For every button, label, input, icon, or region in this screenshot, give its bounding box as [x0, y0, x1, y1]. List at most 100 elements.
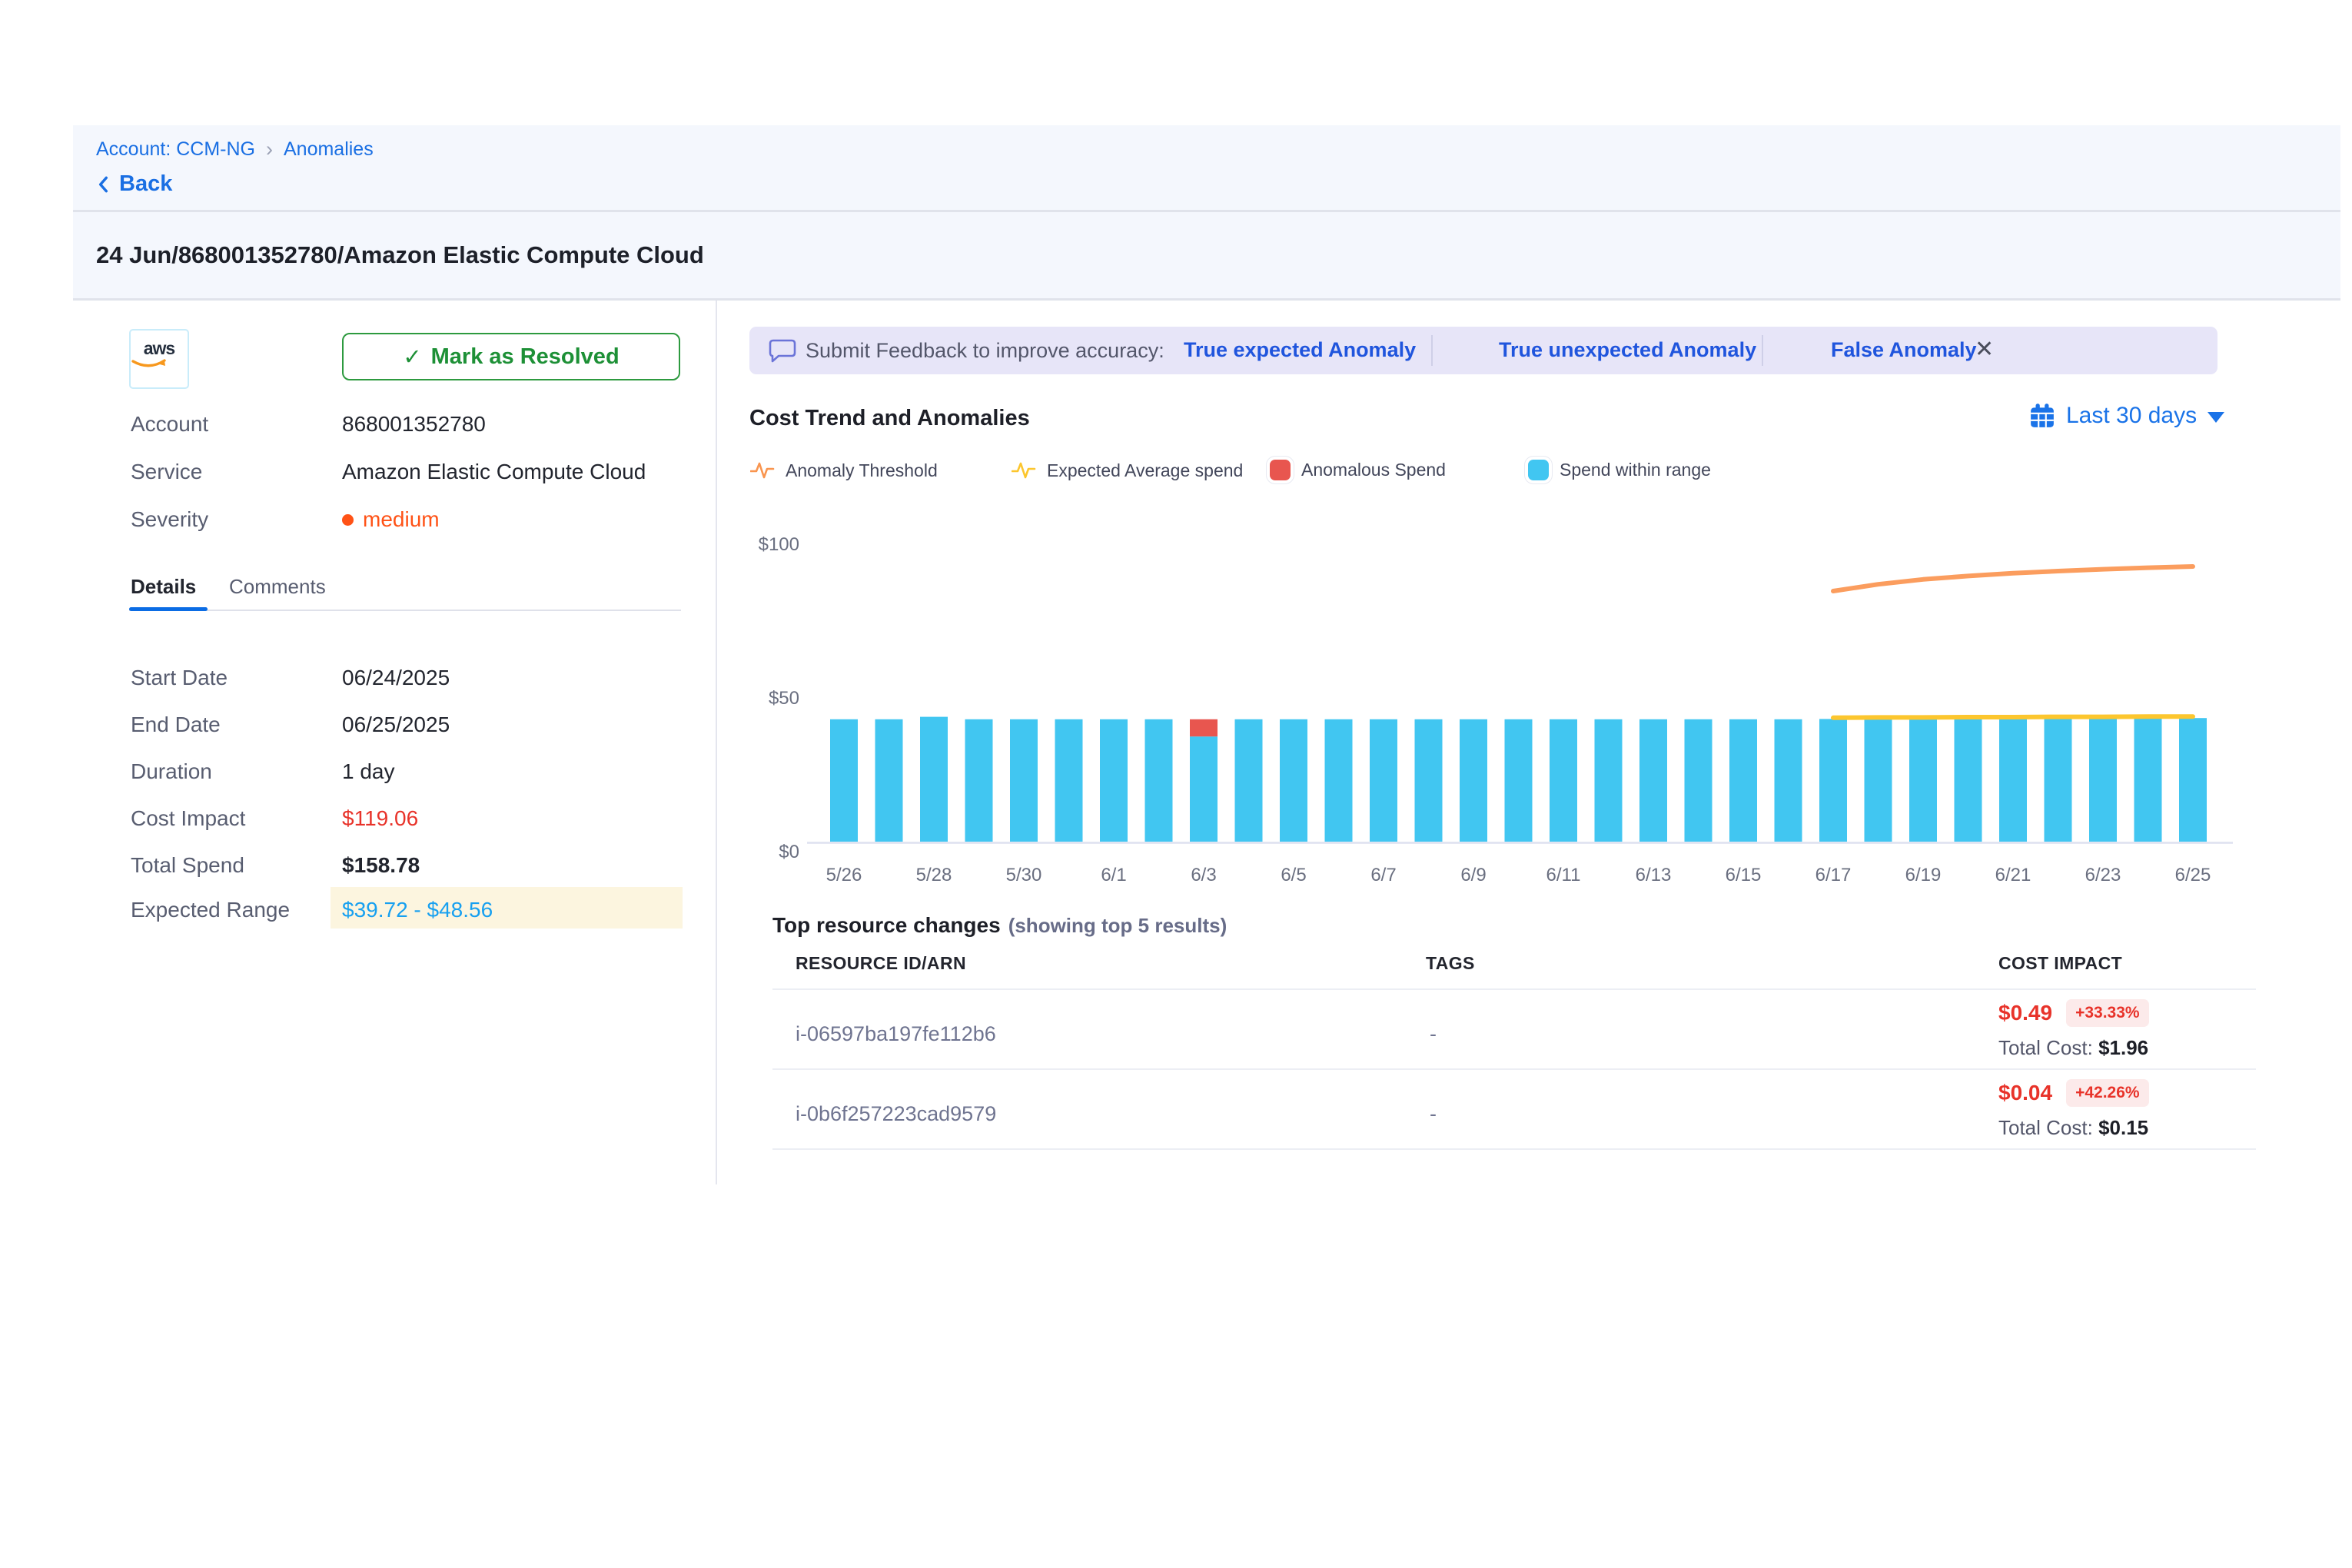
resource-tags: - — [1430, 1102, 1437, 1125]
close-icon[interactable]: ✕ — [1975, 337, 1995, 362]
account-label: Account — [131, 412, 209, 436]
svg-text:6/17: 6/17 — [1815, 865, 1852, 885]
svg-text:$0: $0 — [779, 842, 799, 862]
divider — [1431, 335, 1433, 366]
svg-text:6/5: 6/5 — [1281, 865, 1306, 885]
false-anomaly-button[interactable]: False Anomaly — [1831, 338, 1977, 361]
breadcrumb-account-link[interactable]: Account: CCM-NG — [96, 138, 255, 160]
expected-range-value: $39.72 - $48.56 — [342, 898, 493, 922]
red-square-icon — [1270, 460, 1291, 480]
column-cost-impact: COST IMPACT — [1998, 953, 2123, 973]
resource-id: i-06597ba197fe112b6 — [796, 1022, 996, 1045]
chevron-down-icon — [2207, 412, 2225, 423]
divider — [772, 1148, 2256, 1150]
account-value: 868001352780 — [342, 412, 486, 436]
percent-badge: +33.33% — [2066, 999, 2149, 1027]
tab-baseline — [129, 610, 681, 611]
chevron-left-icon — [98, 176, 108, 192]
panel-divider — [716, 301, 717, 1184]
legend-expected-average-spend[interactable]: Expected Average spend — [1012, 460, 1243, 481]
divider — [772, 1068, 2256, 1070]
aws-smile-icon — [131, 359, 166, 367]
severity-label: Severity — [131, 507, 209, 531]
total-cost: Total Cost: $1.96 — [1998, 1036, 2149, 1059]
end-date-value: 06/25/2025 — [342, 713, 450, 736]
legend-anomaly-threshold[interactable]: Anomaly Threshold — [750, 460, 938, 481]
check-icon: ✓ — [403, 344, 422, 370]
pulse-line-icon — [1012, 462, 1036, 479]
resources-subtitle: (showing top 5 results) — [1008, 914, 1227, 937]
breadcrumb-anomalies-link[interactable]: Anomalies — [283, 138, 374, 160]
svg-text:6/7: 6/7 — [1370, 865, 1396, 885]
title-band: 24 Jun/868001352780/Amazon Elastic Compu… — [73, 212, 2340, 298]
blue-square-icon — [1528, 460, 1549, 480]
duration-value: 1 day — [342, 759, 395, 783]
feedback-bar: Submit Feedback to improve accuracy: Tru… — [749, 327, 2217, 374]
svg-text:6/23: 6/23 — [2085, 865, 2121, 885]
column-tags: TAGS — [1426, 953, 1475, 973]
back-label: Back — [119, 171, 173, 196]
svg-text:6/11: 6/11 — [1546, 865, 1581, 885]
svg-text:6/19: 6/19 — [1905, 865, 1942, 885]
cost-trend-chart: $0 $50 $100 5/26 5/28 5/30 6/1 6/3 6/5 6/7 6/9 6/11… — [759, 534, 2233, 885]
svg-text:6/13: 6/13 — [1636, 865, 1672, 885]
resource-tags: - — [1430, 1022, 1437, 1045]
legend-anomalous-spend[interactable]: Anomalous Spend — [1270, 460, 1446, 480]
legend-spend-within-range[interactable]: Spend within range — [1528, 460, 1711, 480]
divider — [772, 988, 2256, 990]
svg-text:6/3: 6/3 — [1191, 865, 1216, 885]
resource-id: i-0b6f257223cad9579 — [796, 1102, 997, 1125]
tab-details[interactable]: Details — [131, 575, 197, 598]
svg-text:5/28: 5/28 — [916, 865, 952, 885]
active-tab-indicator — [129, 607, 208, 611]
divider — [1762, 335, 1763, 366]
svg-text:5/30: 5/30 — [1006, 865, 1042, 885]
service-label: Service — [131, 460, 203, 483]
tab-comments[interactable]: Comments — [229, 575, 326, 598]
back-button[interactable]: Back — [95, 171, 172, 197]
start-date-label: Start Date — [131, 666, 228, 689]
total-spend-value: $158.78 — [342, 853, 420, 877]
cost-impact-cell: $0.49 +33.33% — [1998, 999, 2149, 1027]
breadcrumb-separator: › — [265, 138, 273, 161]
cost-impact-cell: $0.04 +42.26% — [1998, 1079, 2149, 1107]
end-date-label: End Date — [131, 713, 221, 736]
header-band: Account: CCM-NG › Anomalies Back — [73, 125, 2340, 210]
expected-range-highlight — [331, 887, 683, 929]
expected-range-label: Expected Range — [131, 898, 291, 922]
divider — [73, 210, 2340, 212]
service-value: Amazon Elastic Compute Cloud — [342, 460, 646, 483]
severity-dot-icon — [342, 513, 354, 526]
divider — [73, 298, 2340, 301]
svg-text:6/9: 6/9 — [1460, 865, 1486, 885]
resources-section-title: Top resource changes (showing top 5 resul… — [772, 913, 1227, 937]
total-cost: Total Cost: $0.15 — [1998, 1116, 2149, 1139]
svg-text:$50: $50 — [769, 688, 799, 709]
column-resource-id: RESOURCE ID/ARN — [796, 953, 966, 973]
svg-text:6/25: 6/25 — [2175, 865, 2211, 885]
chart-title: Cost Trend and Anomalies — [749, 406, 1030, 430]
svg-text:$100: $100 — [759, 534, 799, 555]
page-title: 24 Jun/868001352780/Amazon Elastic Compu… — [96, 241, 704, 268]
pulse-line-icon — [750, 462, 775, 479]
mark-as-resolved-button[interactable]: ✓ Mark as Resolved — [342, 333, 680, 380]
duration-label: Duration — [131, 759, 212, 783]
total-spend-label: Total Spend — [131, 853, 244, 877]
svg-text:6/1: 6/1 — [1101, 865, 1126, 885]
true-expected-anomaly-button[interactable]: True expected Anomaly — [1184, 338, 1417, 361]
cost-impact-value: $119.06 — [342, 806, 419, 830]
calendar-icon — [2031, 404, 2054, 427]
svg-text:6/21: 6/21 — [1995, 865, 2031, 885]
date-range-label: Last 30 days — [2066, 403, 2198, 428]
speech-bubble-icon — [769, 339, 796, 363]
true-unexpected-anomaly-button[interactable]: True unexpected Anomaly — [1499, 338, 1757, 361]
svg-text:5/26: 5/26 — [826, 865, 862, 885]
svg-text:6/15: 6/15 — [1726, 865, 1762, 885]
breadcrumb: Account: CCM-NG › Anomalies — [96, 138, 374, 161]
feedback-prompt: Submit Feedback to improve accuracy: — [806, 339, 1164, 362]
percent-badge: +42.26% — [2066, 1079, 2149, 1107]
start-date-value: 06/24/2025 — [342, 666, 450, 689]
severity-value: medium — [342, 507, 440, 532]
date-range-selector[interactable]: Last 30 days — [2029, 403, 2225, 429]
